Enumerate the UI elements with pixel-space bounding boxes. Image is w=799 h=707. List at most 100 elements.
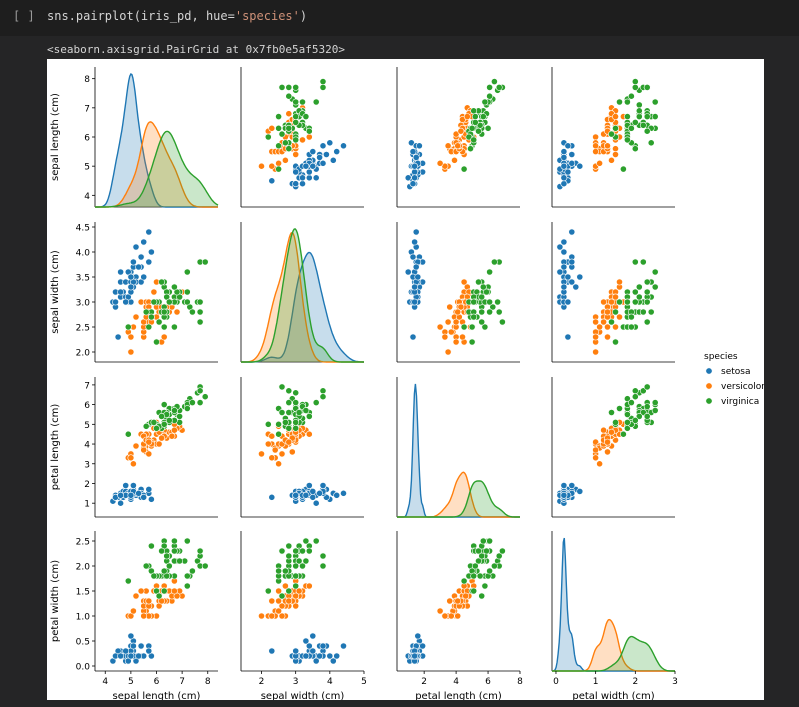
scatter-point-setosa (305, 642, 313, 650)
scatter-point-versicolor (592, 133, 599, 141)
scatter-point-versicolor (444, 142, 452, 150)
scatter-point-virginica (171, 407, 178, 414)
scatter-point-virginica (183, 405, 191, 412)
y-tick-label: 4.5 (76, 224, 90, 234)
scatter-point-versicolor (459, 333, 466, 341)
scatter-point-virginica (475, 557, 482, 565)
scatter-point-virginica (196, 399, 204, 406)
scatter-point-setosa (560, 238, 568, 246)
scatter-point-setosa (564, 168, 572, 176)
scatter-point-setosa (404, 268, 412, 276)
scatter-point-virginica (628, 323, 635, 331)
scatter-point-setosa (112, 298, 119, 306)
scatter-point-setosa (560, 491, 568, 499)
scatter-point-virginica (163, 552, 171, 560)
kde-fill-virginica (397, 480, 520, 517)
scatter-point-virginica (278, 409, 286, 416)
scatter-point-versicolor (608, 428, 615, 436)
scatter-point-setosa (326, 139, 334, 147)
scatter-point-versicolor (155, 440, 163, 448)
scatter-point-virginica (285, 409, 293, 416)
scatter-point-versicolor (612, 323, 619, 331)
y-tick-label: 1.0 (76, 613, 91, 623)
pairplot-figure: 4 5 6 7 8 sepal length (cm) 2.0 2.5 3.0 3.5 4.0 4.5… (47, 59, 765, 702)
scatter-point-virginica (468, 323, 476, 331)
scatter-point-virginica (285, 552, 293, 560)
scatter-point-setosa (560, 162, 568, 170)
x-tick-label: 5 (361, 677, 367, 687)
scatter-point-setosa (409, 180, 417, 188)
scatter-point-setosa (329, 657, 337, 665)
y-tick-label: 2.0 (76, 563, 91, 573)
y-tick-label: 2 (84, 480, 90, 490)
scatter-point-virginica (624, 411, 631, 418)
scatter-point-versicolor (299, 136, 306, 144)
scatter-point-versicolor (292, 592, 300, 600)
scatter-point-virginica (643, 318, 651, 326)
scatter-point-versicolor (616, 313, 623, 321)
scatter-point-versicolor (592, 142, 599, 150)
scatter-point-versicolor (258, 450, 265, 458)
scatter-point-setosa (305, 174, 313, 182)
scatter-point-virginica (188, 308, 196, 316)
scatter-point-versicolor (292, 151, 300, 158)
scatter-point-virginica (486, 83, 493, 91)
scatter-point-virginica (490, 562, 498, 570)
scatter-point-versicolor (137, 587, 145, 595)
scatter-point-setosa (560, 283, 568, 291)
scatter-point-virginica (153, 338, 160, 346)
scatter-point-virginica (299, 562, 306, 570)
scatter-point-setosa (560, 180, 568, 188)
y-tick-label: 1.5 (76, 588, 90, 598)
scatter-point-virginica (124, 323, 132, 331)
x-axis-label: petal length (cm) (415, 691, 502, 700)
scatter-point-virginica (470, 298, 478, 306)
scatter-point-versicolor (305, 430, 313, 438)
kde-fill-versicolor (95, 121, 218, 207)
code-input[interactable]: sns.pairplot(iris_pd, hue='species') (47, 9, 307, 23)
scatter-point-virginica (624, 298, 631, 306)
legend-marker-setosa (705, 367, 713, 375)
scatter-point-setosa (117, 652, 124, 660)
scatter-point-versicolor (608, 298, 615, 306)
scatter-point-virginica (142, 422, 150, 430)
scatter-point-setosa (268, 177, 276, 185)
scatter-point-versicolor (145, 597, 153, 605)
scatter-point-virginica (176, 412, 183, 420)
panel-2-3 (551, 377, 675, 518)
scatter-point-virginica (628, 124, 635, 132)
scatter-point-virginica (468, 338, 476, 346)
scatter-point-versicolor (592, 348, 599, 356)
scatter-point-versicolor (616, 278, 623, 286)
scatter-point-virginica (158, 547, 165, 555)
scatter-point-setosa (576, 487, 584, 495)
scatter-point-virginica (183, 582, 191, 590)
scatter-point-virginica (643, 278, 651, 286)
scatter-point-setosa (140, 238, 148, 246)
y-tick-label: 4.0 (76, 249, 91, 259)
scatter-point-setosa (568, 278, 576, 286)
scatter-point-virginica (479, 113, 487, 120)
scatter-point-setosa (309, 162, 317, 170)
scatter-point-virginica (171, 323, 178, 331)
scatter-point-virginica (498, 547, 506, 555)
scatter-point-versicolor (447, 612, 455, 620)
scatter-point-virginica (302, 557, 310, 565)
scatter-point-virginica (160, 308, 168, 316)
cell-prompt[interactable]: [ ] (13, 9, 35, 23)
scatter-point-setosa (560, 174, 568, 182)
scatter-point-versicolor (140, 446, 148, 454)
scatter-point-virginica (281, 418, 289, 426)
x-tick-label: 7 (179, 677, 185, 687)
scatter-point-setosa (560, 148, 568, 155)
code-cell[interactable]: [ ] sns.pairplot(iris_pd, hue='species') (0, 0, 799, 36)
y-tick-label: 6 (84, 134, 90, 144)
y-tick-label: 7 (84, 104, 90, 114)
scatter-point-virginica (183, 268, 191, 276)
scatter-point-virginica (278, 592, 286, 600)
scatter-point-virginica (460, 165, 468, 173)
scatter-point-virginica (468, 124, 476, 132)
scatter-point-setosa (130, 642, 137, 650)
scatter-point-virginica (319, 78, 327, 85)
code-string: 'species' (234, 9, 300, 23)
